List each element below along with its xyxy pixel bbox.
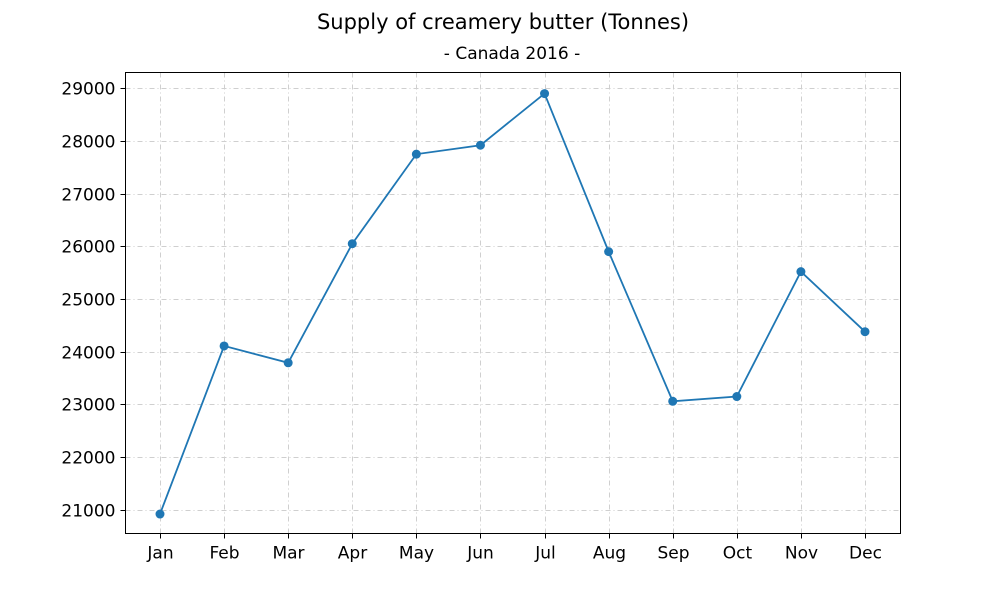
x-tick-label: Apr (338, 544, 367, 564)
data-point (732, 392, 742, 402)
data-point (347, 239, 357, 249)
data-point (860, 327, 870, 337)
y-tick-label: 24000 (61, 344, 115, 364)
x-tick-label: Oct (723, 544, 753, 564)
data-point (540, 89, 550, 99)
x-tick-label: Dec (849, 544, 882, 564)
series-line (159, 92, 866, 515)
data-point (155, 509, 165, 519)
y-tick-label: 26000 (61, 238, 115, 258)
x-tick-label: Jan (146, 544, 173, 564)
x-tick-label: Aug (593, 544, 626, 564)
x-tick-label: Nov (785, 544, 818, 564)
x-tick-label: Jul (534, 544, 556, 564)
y-tick-label: 25000 (61, 291, 115, 311)
plot-frame (125, 72, 901, 534)
chart-title: Supply of creamery butter (Tonnes) (317, 10, 689, 34)
data-point (668, 396, 678, 406)
chart-subtitle: - Canada 2016 - (444, 44, 580, 64)
series-layer (155, 89, 870, 519)
data-point (604, 247, 614, 257)
x-tick-label: Jun (466, 544, 494, 564)
data-point (475, 140, 485, 150)
x-tick-label: Sep (657, 544, 689, 564)
data-point (283, 358, 293, 368)
y-tick-label: 28000 (61, 133, 115, 153)
x-tick-label: Feb (209, 544, 239, 564)
data-point (796, 267, 806, 277)
y-tick-label: 22000 (61, 449, 115, 469)
x-tick-label: Mar (272, 544, 304, 564)
y-tick-label: 29000 (61, 80, 115, 100)
y-tick-label: 21000 (61, 502, 115, 522)
y-tick-label: 23000 (61, 396, 115, 416)
y-tick-label: 27000 (61, 186, 115, 206)
data-point (219, 341, 229, 351)
axis-ticks: Jan Feb Mar Apr May Jun Jul Aug Sep Oct Nov Dec 2100… (61, 80, 882, 564)
data-point (411, 149, 421, 159)
x-tick-label: May (399, 544, 434, 564)
